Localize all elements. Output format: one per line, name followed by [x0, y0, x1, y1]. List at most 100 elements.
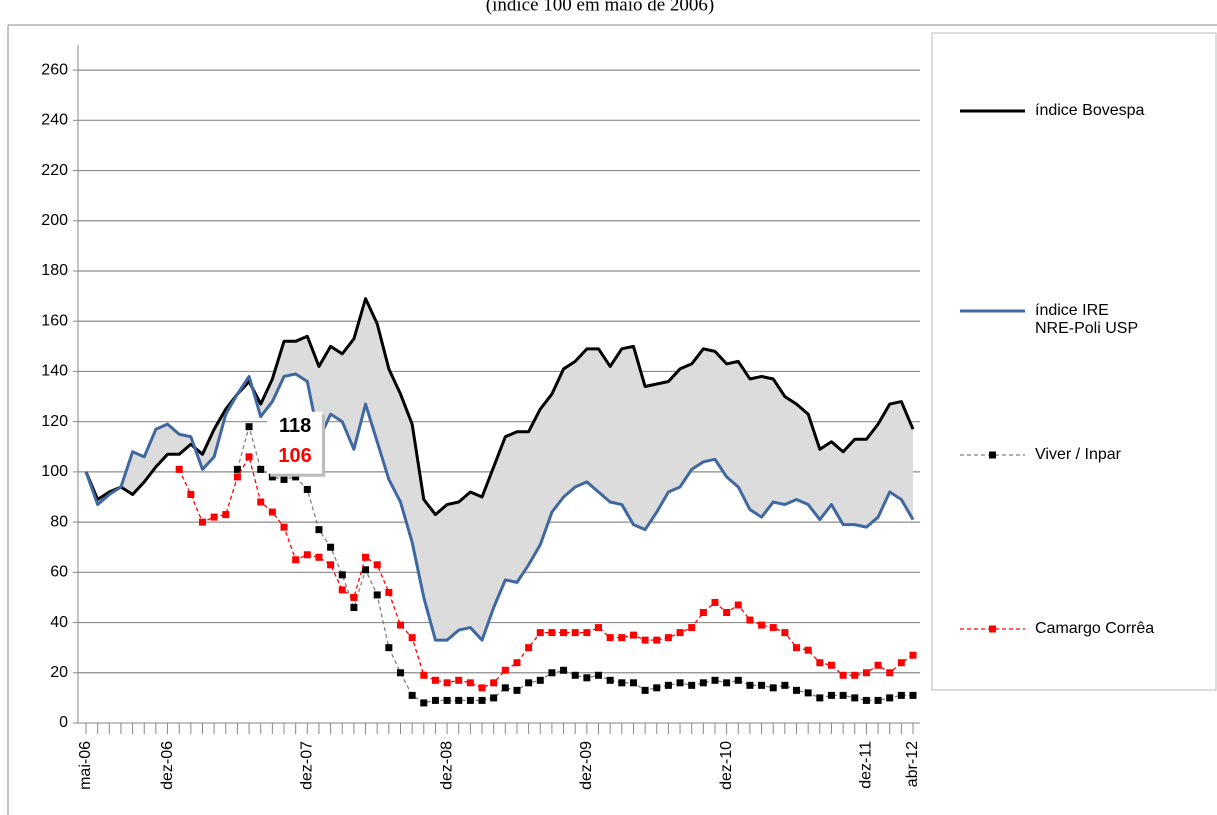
marker: [653, 636, 661, 644]
marker: [699, 609, 707, 617]
marker: [839, 691, 847, 699]
legend-box: [931, 32, 1217, 691]
marker: [676, 679, 684, 687]
marker: [373, 591, 381, 599]
marker: [431, 696, 439, 704]
marker: [443, 679, 451, 687]
marker: [676, 629, 684, 637]
marker: [315, 526, 323, 534]
y-tick-label: 100: [41, 463, 68, 480]
marker: [198, 518, 206, 526]
marker: [455, 676, 463, 684]
marker: [758, 681, 766, 689]
marker: [827, 661, 835, 669]
marker: [874, 661, 882, 669]
x-tick-label: dez-11: [858, 741, 875, 789]
marker: [175, 465, 183, 473]
marker: [280, 475, 288, 483]
y-tick-label: 180: [41, 262, 68, 279]
marker: [303, 485, 311, 493]
marker: [257, 465, 265, 473]
y-tick-label: 260: [41, 61, 68, 78]
marker: [571, 671, 579, 679]
marker: [233, 465, 241, 473]
legend-marker: [989, 625, 996, 633]
label-box: [267, 411, 323, 474]
legend-label: Camargo Corrêa: [1035, 620, 1154, 637]
marker: [804, 689, 812, 697]
marker: [909, 651, 917, 659]
data-label: 118: [279, 415, 311, 437]
marker: [338, 586, 346, 594]
marker: [431, 676, 439, 684]
marker: [886, 694, 894, 702]
marker: [862, 696, 870, 704]
marker: [268, 508, 276, 516]
y-tick-label: 80: [50, 513, 68, 530]
marker: [303, 551, 311, 559]
marker: [338, 571, 346, 579]
marker: [711, 676, 719, 684]
marker: [816, 659, 824, 667]
marker: [897, 691, 905, 699]
marker: [560, 629, 568, 637]
marker: [396, 621, 404, 629]
marker: [734, 601, 742, 609]
x-tick-label: mai-06: [77, 741, 94, 790]
marker: [222, 511, 230, 519]
marker: [350, 603, 358, 611]
marker: [629, 679, 637, 687]
marker: [862, 669, 870, 677]
marker: [711, 598, 719, 606]
marker: [886, 669, 894, 677]
marker: [385, 644, 393, 652]
y-tick-label: 140: [41, 363, 68, 380]
marker: [501, 666, 509, 674]
marker: [723, 609, 731, 617]
marker: [909, 691, 917, 699]
marker: [536, 629, 544, 637]
marker: [699, 679, 707, 687]
marker: [746, 616, 754, 624]
marker: [769, 624, 777, 632]
marker: [292, 556, 300, 564]
marker: [187, 490, 195, 498]
y-tick-label: 40: [50, 614, 68, 631]
marker: [688, 681, 696, 689]
y-tick-label: 240: [41, 112, 68, 129]
marker: [606, 634, 614, 642]
marker: [629, 631, 637, 639]
marker: [548, 629, 556, 637]
marker: [292, 473, 300, 481]
marker: [560, 666, 568, 674]
marker: [257, 498, 265, 506]
marker: [396, 669, 404, 677]
marker: [490, 679, 498, 687]
marker: [408, 691, 416, 699]
marker: [618, 679, 626, 687]
marker: [478, 696, 486, 704]
legend-label: Viver / Inpar: [1035, 446, 1122, 463]
marker: [606, 676, 614, 684]
marker: [525, 644, 533, 652]
marker: [513, 659, 521, 667]
marker: [793, 644, 801, 652]
marker: [490, 694, 498, 702]
y-tick-label: 160: [41, 312, 68, 329]
marker: [466, 679, 474, 687]
marker: [583, 674, 591, 682]
marker: [583, 629, 591, 637]
marker: [618, 634, 626, 642]
x-tick-label: dez-07: [299, 741, 316, 790]
marker: [420, 671, 428, 679]
band-fill: [86, 298, 913, 641]
marker: [245, 453, 253, 461]
marker: [210, 513, 218, 521]
series-line: [178, 456, 914, 689]
y-tick-label: 0: [59, 714, 68, 731]
marker: [373, 561, 381, 569]
marker: [268, 473, 276, 481]
marker: [385, 588, 393, 596]
marker: [548, 669, 556, 677]
